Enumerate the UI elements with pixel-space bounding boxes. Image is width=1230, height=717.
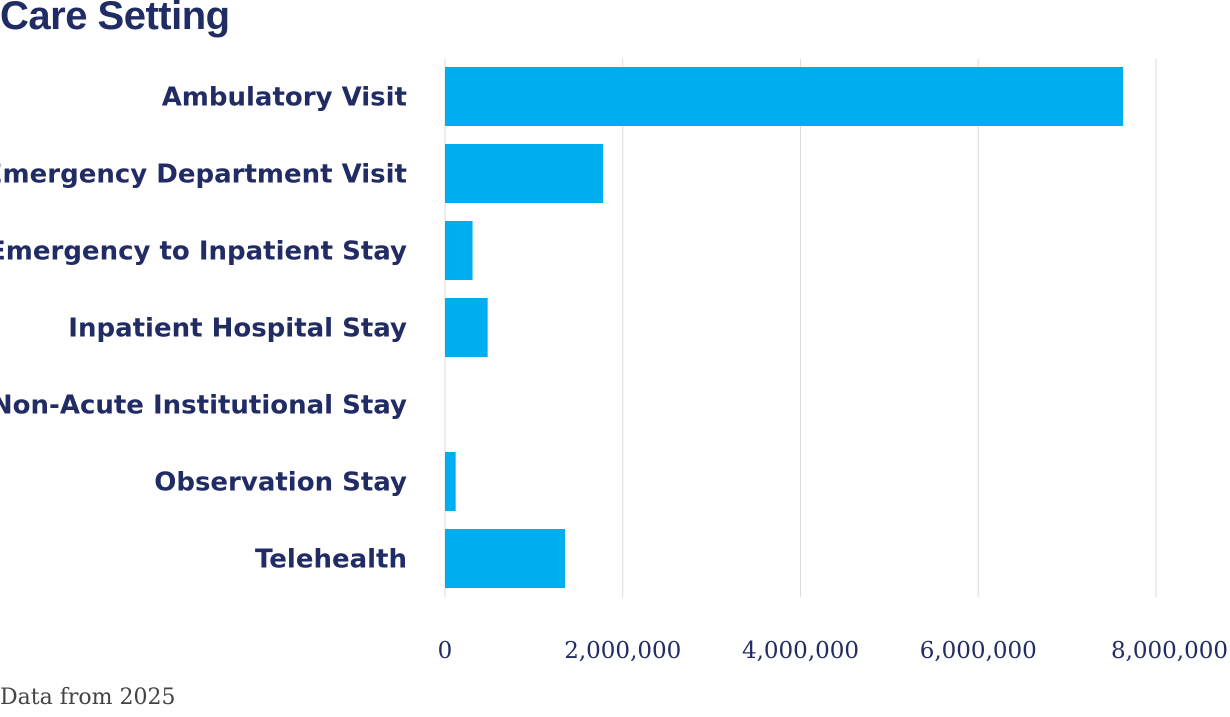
grid-lines [444, 59, 1157, 597]
bar [445, 452, 456, 511]
category-label: Ambulatory Visit [162, 83, 407, 113]
bars [445, 67, 1124, 588]
chart-title: Care Setting [0, 0, 230, 38]
category-label: Emergency Department Visit [0, 160, 407, 190]
bar [445, 221, 473, 280]
footnote: Data from 2025 [0, 685, 176, 710]
x-tick-label: 8,000,000 [1111, 638, 1228, 664]
x-tick-label: 0 [438, 638, 453, 664]
x-axis-tick-labels: 0 2,000,000 4,000,000 6,000,000 8,000,000 [438, 638, 1228, 664]
bar [445, 529, 565, 588]
bar [445, 67, 1124, 126]
category-label: Inpatient Hospital Stay [68, 314, 407, 344]
bar [445, 298, 488, 357]
category-label: Observation Stay [154, 468, 407, 498]
x-tick-label: 4,000,000 [742, 638, 859, 664]
category-label: Telehealth [255, 545, 407, 575]
category-label: Non-Acute Institutional Stay [0, 391, 407, 421]
x-tick-label: 2,000,000 [564, 638, 681, 664]
x-tick-label: 6,000,000 [920, 638, 1037, 664]
category-label: Emergency to Inpatient Stay [0, 237, 407, 267]
bar [445, 144, 604, 203]
category-labels: Ambulatory Visit Emergency Department Vis… [0, 83, 407, 575]
